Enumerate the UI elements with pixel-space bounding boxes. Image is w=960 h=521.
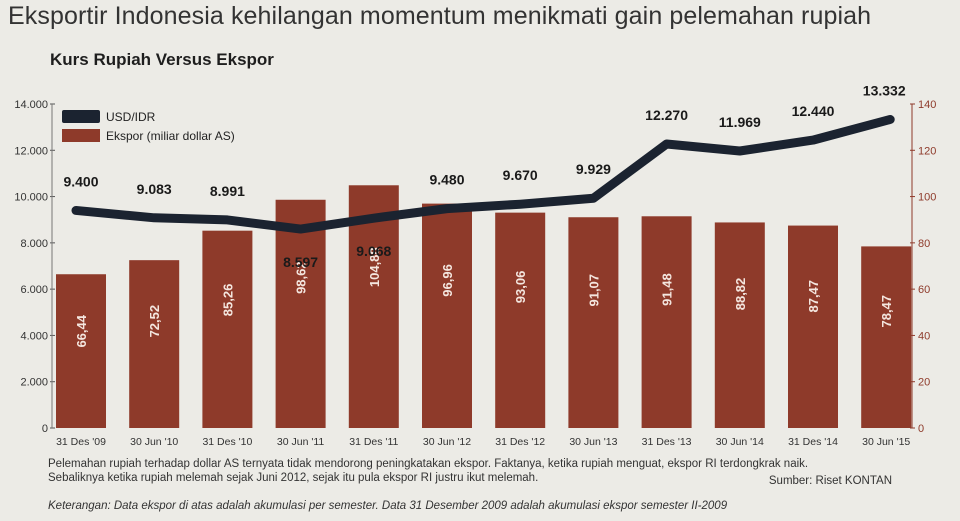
source: Sumber: Riset KONTAN bbox=[768, 475, 892, 487]
bars: 66,44 72,52 85,26 98,62 104,88 96,96 93,06 91,0… bbox=[56, 185, 912, 428]
legend-swatch-ekspor bbox=[62, 129, 100, 142]
usd-idr-line: 9.400 9.083 8.991 8.597 9.068 9.480 9.670 9.929… bbox=[63, 82, 905, 270]
usd-idr-value-label: 9.929 bbox=[576, 161, 611, 177]
bar-value-label: 91,07 bbox=[586, 274, 601, 307]
bar-ekspor bbox=[641, 216, 692, 428]
bar-ekspor bbox=[422, 203, 472, 428]
category-label: 30 Jun '15 bbox=[862, 436, 910, 448]
right-axis: 0 20 40 60 80 100 120 140 bbox=[910, 99, 936, 435]
bar-value-label: 104,88 bbox=[367, 247, 382, 287]
bar-ekspor bbox=[861, 246, 912, 428]
bar-ekspor bbox=[275, 199, 326, 428]
legend-label-usd-idr: USD/IDR bbox=[106, 110, 156, 124]
chart-title: Kurs Rupiah Versus Ekspor bbox=[50, 50, 274, 69]
note-line-2: Sebaliknya ketika rupiah melemah sejak J… bbox=[48, 472, 539, 484]
category-label: 31 Des '10 bbox=[202, 436, 252, 448]
left-tick-label: 0 bbox=[42, 423, 48, 435]
bar-value-label: 85,26 bbox=[220, 284, 235, 317]
right-tick-label: 80 bbox=[918, 238, 930, 250]
right-tick-label: 100 bbox=[918, 192, 936, 204]
right-tick-label: 60 bbox=[918, 284, 930, 296]
bar-ekspor bbox=[788, 225, 838, 428]
bar-ekspor bbox=[348, 185, 399, 428]
category-label: 30 Jun '13 bbox=[569, 436, 617, 448]
usd-idr-value-label: 12.270 bbox=[645, 107, 688, 123]
usd-idr-value-label: 13.332 bbox=[863, 82, 906, 98]
category-label: 30 Jun '14 bbox=[716, 436, 764, 448]
usd-idr-value-label: 12.440 bbox=[792, 103, 835, 119]
usd-idr-value-label: 9.480 bbox=[429, 172, 464, 188]
category-label: 31 Des '14 bbox=[788, 436, 838, 448]
bar-ekspor bbox=[568, 217, 619, 428]
usd-idr-value-label: 9.068 bbox=[356, 243, 391, 259]
right-tick-label: 20 bbox=[918, 377, 930, 389]
usd-idr-value-label: 9.083 bbox=[137, 181, 172, 197]
left-tick-label: 6.000 bbox=[20, 284, 48, 296]
legend: USD/IDR Ekspor (miliar dollar AS) bbox=[62, 110, 235, 143]
category-label: 30 Jun '12 bbox=[423, 436, 471, 448]
bar-ekspor bbox=[56, 274, 106, 428]
bar-ekspor bbox=[129, 260, 180, 428]
bar-value-label: 87,47 bbox=[806, 280, 821, 313]
bar-value-label: 88,82 bbox=[733, 278, 748, 311]
usd-idr-value-label: 9.400 bbox=[63, 173, 98, 189]
usd-idr-value-label: 11.969 bbox=[719, 114, 761, 130]
right-tick-label: 120 bbox=[918, 145, 936, 157]
chart: 02.0004.0006.0008.00010.00012.00014.000 … bbox=[14, 82, 936, 448]
bar-ekspor bbox=[714, 222, 765, 428]
right-tick-label: 140 bbox=[918, 99, 936, 111]
bar-ekspor bbox=[202, 230, 253, 428]
note-line-1: Pelemahan rupiah terhadap dollar AS tern… bbox=[48, 458, 809, 470]
bar-value-label: 78,47 bbox=[879, 295, 894, 328]
left-tick-label: 8.000 bbox=[20, 238, 48, 250]
usd-idr-value-label: 8.991 bbox=[210, 183, 245, 199]
legend-label-ekspor: Ekspor (miliar dollar AS) bbox=[106, 129, 235, 143]
usd-idr-value-label: 8.597 bbox=[283, 254, 318, 270]
left-tick-label: 10.000 bbox=[14, 192, 48, 204]
headline: Eksportir Indonesia kehilangan momentum … bbox=[8, 2, 872, 30]
category-label: 31 Des '11 bbox=[349, 436, 398, 448]
category-label: 31 Des '12 bbox=[495, 436, 545, 448]
usd-idr-value-label: 9.670 bbox=[503, 167, 538, 183]
bar-ekspor bbox=[495, 212, 546, 428]
bar-value-label: 96,96 bbox=[440, 264, 455, 297]
left-tick-label: 14.000 bbox=[14, 99, 48, 111]
category-label: 30 Jun '10 bbox=[130, 436, 178, 448]
category-label: 31 Des '09 bbox=[56, 436, 106, 448]
keterangan: Keterangan: Data ekspor di atas adalah a… bbox=[48, 500, 728, 512]
bar-value-label: 66,44 bbox=[74, 314, 89, 347]
category-label: 31 Des '13 bbox=[642, 436, 692, 448]
bar-value-label: 93,06 bbox=[513, 271, 528, 304]
right-tick-label: 0 bbox=[918, 423, 924, 435]
left-tick-label: 12.000 bbox=[14, 145, 48, 157]
bar-value-label: 91,48 bbox=[660, 273, 675, 306]
left-axis: 0 2.000 4.000 6.000 8.000 10.000 12.000 14.000 bbox=[14, 99, 55, 435]
legend-swatch-usd-idr bbox=[62, 110, 100, 123]
bar-value-label: 72,52 bbox=[147, 305, 162, 338]
left-tick-label: 2.000 bbox=[20, 377, 48, 389]
category-label: 30 Jun '11 bbox=[277, 436, 325, 448]
bar-value-label: 98,62 bbox=[294, 261, 309, 294]
right-tick-label: 40 bbox=[918, 330, 930, 342]
left-tick-label: 4.000 bbox=[20, 330, 48, 342]
usd-idr-line-path bbox=[71, 114, 895, 234]
category-labels: 31 Des '09 30 Jun '10 31 Des '10 30 Jun '11… bbox=[56, 436, 910, 448]
